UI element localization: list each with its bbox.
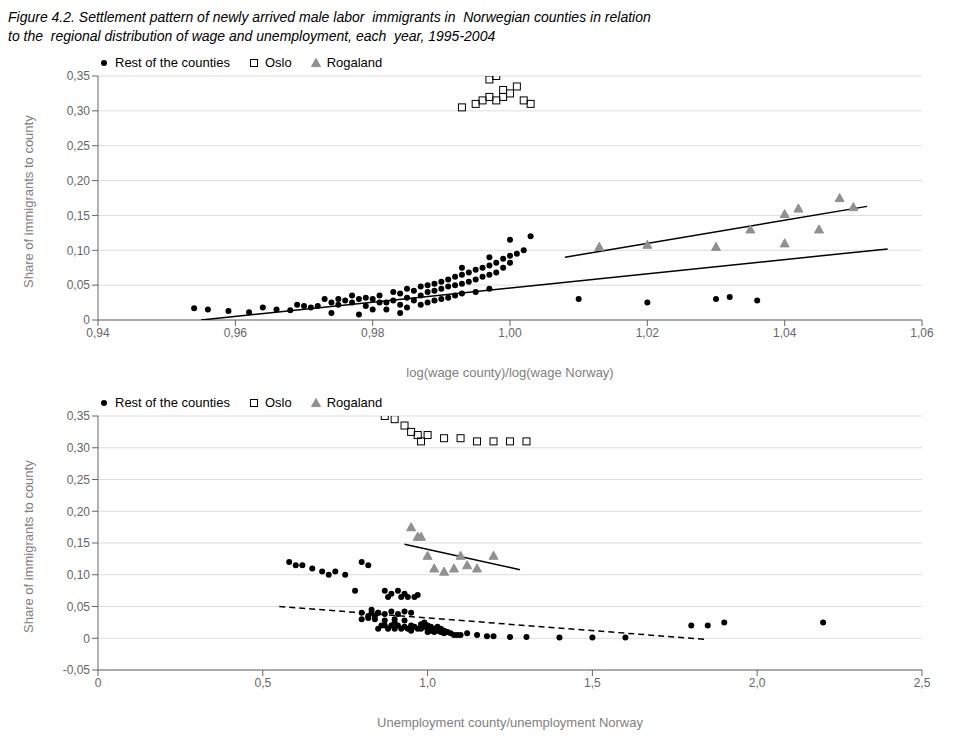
svg-text:0,30: 0,30 (67, 104, 91, 118)
html-text:Rest of the counties: Rest of the counties (115, 55, 230, 70)
html-text:Rest of the counties: Rest of the counties (115, 395, 230, 410)
svg-text:1,02: 1,02 (636, 326, 660, 340)
svg-text:0,98: 0,98 (361, 326, 385, 340)
svg-text:0,15: 0,15 (67, 536, 91, 550)
html-text:Oslo: Oslo (264, 55, 292, 70)
svg-text:0,20: 0,20 (67, 174, 91, 188)
svg-text:0,15: 0,15 (67, 209, 91, 223)
svg-text:log(wage county)/log(wage Norw: log(wage county)/log(wage Norway) (406, 365, 613, 380)
svg-text:0,25: 0,25 (67, 139, 91, 153)
svg-text:0,20: 0,20 (67, 505, 91, 519)
svg-text:0,05: 0,05 (67, 278, 91, 292)
html-text:Oslo: Oslo (264, 395, 292, 410)
svg-text:0,25: 0,25 (67, 473, 91, 487)
svg-text:0,35: 0,35 (67, 409, 91, 423)
svg-text:0: 0 (83, 632, 90, 646)
svg-text:1,04: 1,04 (773, 326, 797, 340)
html-text:Figure 4.2. Settlement pattern: Figure 4.2. Settlement pattern of newly … (8, 9, 651, 44)
svg-text:2,0: 2,0 (749, 676, 766, 690)
svg-text:0,10: 0,10 (67, 244, 91, 258)
svg-text:0: 0 (95, 676, 102, 690)
svg-text:0: 0 (83, 313, 90, 327)
svg-text:1,5: 1,5 (584, 676, 601, 690)
svg-text:2,5: 2,5 (914, 676, 931, 690)
svg-text:0,30: 0,30 (67, 441, 91, 455)
svg-text:Share of immigrants to county: Share of immigrants to county (21, 115, 36, 288)
svg-text:-0,05: -0,05 (63, 663, 91, 677)
svg-text:Share of immigrants to county: Share of immigrants to county (21, 460, 36, 633)
html-text:Rogaland: Rogaland (326, 395, 383, 410)
svg-text:0,10: 0,10 (67, 568, 91, 582)
svg-text:1,00: 1,00 (498, 326, 522, 340)
svg-text:0,35: 0,35 (67, 69, 91, 83)
svg-text:0,05: 0,05 (67, 600, 91, 614)
svg-text:0,96: 0,96 (224, 326, 248, 340)
svg-text:0,5: 0,5 (254, 676, 271, 690)
svg-text:1,06: 1,06 (910, 326, 934, 340)
html-text:Rogaland: Rogaland (326, 55, 383, 70)
svg-text:Unemployment county/unemployme: Unemployment county/unemployment Norway (377, 715, 643, 730)
svg-text:0,94: 0,94 (86, 326, 110, 340)
svg-text:1,0: 1,0 (419, 676, 436, 690)
